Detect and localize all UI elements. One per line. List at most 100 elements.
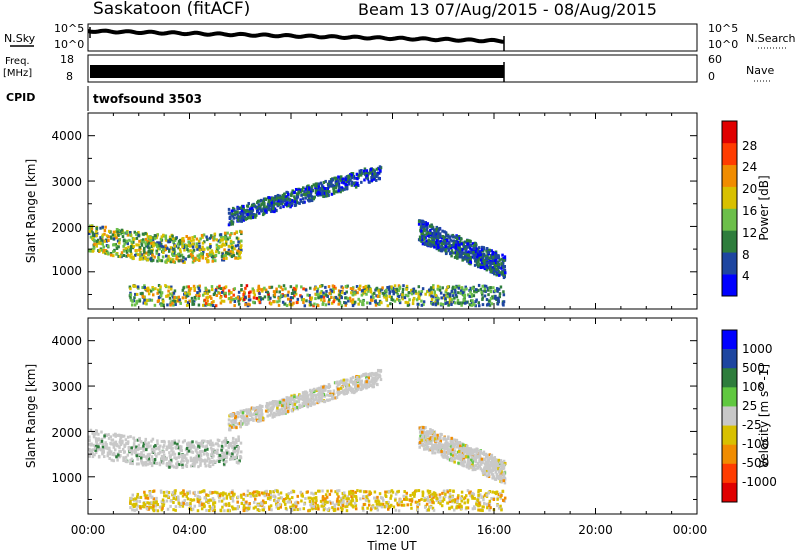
range-gate-cell	[248, 502, 251, 506]
range-gate-cell	[315, 499, 318, 503]
range-gate-cell	[348, 296, 352, 300]
range-gate-cell	[381, 291, 385, 295]
range-gate-cell	[117, 245, 120, 249]
range-gate-cell	[247, 216, 250, 220]
range-gate-cell	[112, 433, 115, 437]
range-gate-cell	[149, 236, 153, 240]
range-gate-cell	[398, 299, 401, 303]
range-gate-cell	[461, 248, 464, 252]
range-gate-cell	[203, 448, 207, 452]
range-gate-cell	[410, 497, 414, 501]
range-gate-cell	[441, 499, 444, 503]
range-gate-cell	[269, 302, 273, 306]
range-gate-cell	[201, 247, 204, 251]
range-gate-cell	[214, 442, 218, 446]
beam-date-title: Beam 13 07/Aug/2015 - 08/Aug/2015	[358, 0, 657, 19]
range-gate-cell	[104, 225, 107, 229]
range-gate-cell	[217, 251, 221, 255]
range-gate-cell	[135, 445, 138, 449]
range-gate-cell	[164, 248, 167, 252]
range-gate-cell	[436, 299, 439, 303]
range-gate-cell	[254, 215, 257, 219]
range-gate-cell	[101, 242, 104, 246]
range-gate-cell	[484, 255, 488, 259]
range-gate-cell	[487, 293, 490, 297]
range-gate-cell	[473, 506, 477, 510]
range-gate-cell	[226, 237, 230, 241]
range-gate-cell	[494, 254, 498, 258]
range-gate-cell	[239, 450, 243, 454]
range-gate-cell	[240, 288, 243, 292]
range-gate-cell	[350, 499, 353, 503]
range-gate-cell	[136, 285, 140, 289]
range-gate-cell	[313, 496, 316, 500]
range-gate-cell	[497, 300, 500, 304]
range-gate-cell	[332, 287, 335, 291]
range-gate-cell	[212, 498, 216, 502]
range-gate-cell	[129, 249, 132, 253]
range-gate-cell	[319, 181, 323, 185]
range-gate-cell	[481, 495, 485, 499]
range-gate-cell	[139, 456, 143, 460]
range-gate-cell	[215, 250, 218, 254]
range-gate-cell	[483, 258, 486, 262]
range-gate-cell	[289, 285, 293, 289]
range-gate-cell	[115, 443, 119, 447]
range-gate-cell	[485, 249, 488, 253]
range-gate-cell	[489, 290, 493, 294]
range-gate-cell	[324, 179, 327, 183]
range-gate-cell	[437, 230, 440, 234]
range-gate-cell	[409, 493, 412, 497]
cpid-panel: twofsound 3503	[87, 86, 202, 111]
range-gate-cell	[413, 494, 416, 498]
range-gate-cell	[157, 258, 161, 262]
range-gate-cell	[342, 499, 345, 503]
range-gate-cell	[418, 297, 421, 301]
range-gate-cell	[450, 499, 453, 503]
range-gate-cell	[178, 300, 182, 304]
range-gate-cell	[117, 254, 120, 258]
range-gate-cell	[375, 502, 379, 506]
range-gate-cell	[369, 167, 373, 171]
range-gate-cell	[226, 441, 230, 445]
range-gate-cell	[283, 302, 286, 306]
range-gate-cell	[336, 390, 339, 394]
range-gate-cell	[408, 498, 412, 502]
range-gate-cell	[229, 250, 233, 254]
range-gate-cell	[95, 441, 99, 445]
range-gate-cell	[461, 241, 465, 245]
range-gate-cell	[156, 442, 159, 446]
range-gate-cell	[198, 253, 202, 257]
range-gate-cell	[340, 304, 344, 308]
range-gate-cell	[454, 293, 458, 297]
range-gate-cell	[228, 292, 231, 296]
range-gate-cell	[498, 266, 501, 270]
range-gate-cell	[146, 496, 150, 500]
range-gate-cell	[400, 500, 404, 504]
range-gate-cell	[340, 296, 343, 300]
range-gate-cell	[140, 242, 143, 246]
range-gate-cell	[159, 460, 163, 464]
range-gate-cell	[176, 299, 180, 303]
range-gate-cell	[210, 296, 213, 300]
range-gate-cell	[149, 238, 153, 242]
range-gate-cell	[160, 235, 164, 239]
range-gate-cell	[297, 190, 301, 194]
range-gate-cell	[457, 284, 461, 288]
range-gate-cell	[222, 458, 225, 462]
range-gate-cell	[500, 257, 503, 261]
range-gate-cell	[362, 508, 365, 512]
range-gate-cell	[185, 461, 189, 465]
range-gate-cell	[460, 505, 463, 509]
range-gate-cell	[321, 489, 324, 493]
range-gate-cell	[205, 235, 208, 239]
range-gate-cell	[334, 381, 338, 385]
range-gate-cell	[489, 296, 493, 300]
range-gate-cell	[456, 301, 460, 305]
range-gate-cell	[466, 489, 470, 493]
range-gate-cell	[156, 288, 160, 292]
range-gate-cell	[188, 244, 192, 248]
range-gate-cell	[89, 449, 92, 453]
range-gate-cell	[133, 230, 137, 234]
range-gate-cell	[246, 204, 249, 208]
